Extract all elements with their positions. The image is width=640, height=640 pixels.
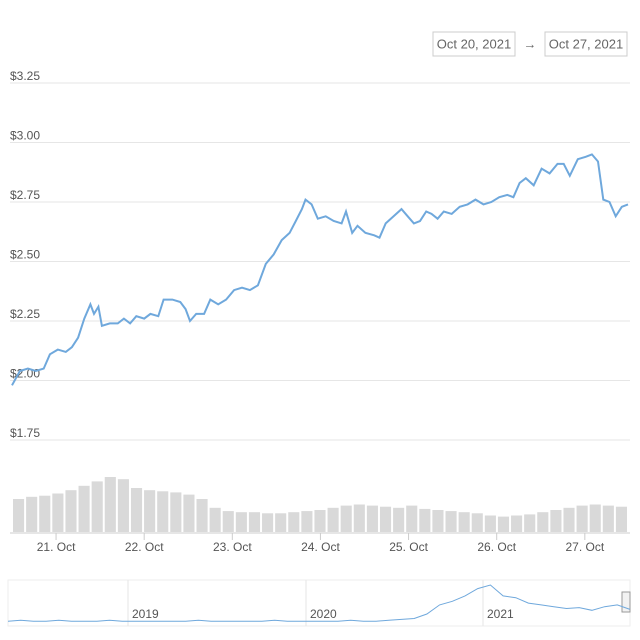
navigator-label: 2019 xyxy=(132,607,159,621)
volume-bar xyxy=(393,507,405,532)
volume-bar xyxy=(196,499,208,532)
y-tick-label: $2.75 xyxy=(10,188,40,202)
volume-bar xyxy=(471,513,483,532)
volume-bar xyxy=(209,507,221,532)
volume-bar xyxy=(183,494,195,532)
x-tick-label: 23. Oct xyxy=(213,540,252,554)
volume-bar xyxy=(104,477,116,532)
navigator-label: 2021 xyxy=(487,607,514,621)
volume-bar xyxy=(419,508,431,532)
navigator-handle[interactable] xyxy=(621,591,631,613)
volume-bar xyxy=(445,511,457,532)
x-tick-label: 21. Oct xyxy=(37,540,76,554)
volume-bar xyxy=(576,505,588,532)
x-tick-label: 26. Oct xyxy=(477,540,516,554)
x-tick-label: 22. Oct xyxy=(125,540,164,554)
navigator-label: 2020 xyxy=(310,607,337,621)
volume-bar xyxy=(288,512,300,532)
volume-bar xyxy=(65,490,77,532)
y-tick-label: $2.50 xyxy=(10,248,40,262)
volume-bar xyxy=(248,512,261,532)
price-line xyxy=(11,153,629,386)
volume-bar xyxy=(379,506,392,532)
volume-bar xyxy=(340,505,352,532)
volume-bar xyxy=(78,485,90,532)
y-tick-label: $1.75 xyxy=(10,426,40,440)
volume-bar xyxy=(366,505,378,532)
volume-bar xyxy=(262,513,274,532)
x-tick-label: 25. Oct xyxy=(389,540,428,554)
volume-bar xyxy=(26,496,38,532)
volume-bar xyxy=(91,481,103,532)
volume-bar xyxy=(144,490,156,532)
x-tick-label: 24. Oct xyxy=(301,540,340,554)
range-to-box[interactable] xyxy=(544,31,628,57)
volume-bar xyxy=(602,505,614,532)
volume-bar xyxy=(13,499,25,532)
volume-bar xyxy=(406,505,418,532)
volume-bar xyxy=(157,491,169,532)
y-tick-label: $3.00 xyxy=(10,129,40,143)
y-tick-label: $3.25 xyxy=(10,69,40,83)
volume-bar xyxy=(170,492,182,532)
volume-bar xyxy=(52,493,64,532)
volume-bar xyxy=(235,512,247,532)
volume-bar xyxy=(275,513,287,532)
volume-bar xyxy=(484,515,496,532)
range-arrow: → xyxy=(524,36,537,51)
volume-bar xyxy=(458,512,470,532)
navigator-line xyxy=(7,584,631,622)
volume-bar xyxy=(117,479,129,532)
range-from[interactable]: Oct 20, 2021 xyxy=(437,36,511,51)
volume-bar xyxy=(432,510,444,532)
volume-bar xyxy=(327,507,339,532)
range-from-box[interactable] xyxy=(432,31,516,57)
volume-bar xyxy=(511,515,523,532)
volume-bar xyxy=(615,506,627,532)
volume-bar xyxy=(222,511,234,532)
volume-bar xyxy=(497,516,510,532)
volume-bar xyxy=(589,504,601,532)
volume-bar xyxy=(524,514,536,532)
y-tick-label: $2.25 xyxy=(10,307,40,321)
volume-bar xyxy=(550,510,562,532)
x-tick-label: 27. Oct xyxy=(565,540,604,554)
volume-bar xyxy=(301,511,313,532)
volume-bar xyxy=(537,512,549,532)
volume-bar xyxy=(314,510,326,532)
volume-bar xyxy=(130,488,143,532)
volume-bar xyxy=(39,495,51,532)
volume-bar xyxy=(353,504,365,532)
volume-bar xyxy=(563,507,575,532)
range-to[interactable]: Oct 27, 2021 xyxy=(549,36,623,51)
